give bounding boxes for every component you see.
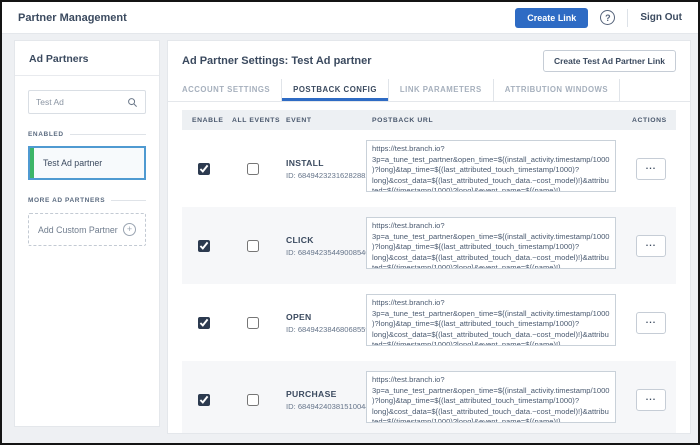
row-actions-button[interactable]: ... bbox=[636, 157, 666, 180]
table-row: OPEN ID: 684942384680685597 ... bbox=[182, 284, 676, 361]
tab-postback-config[interactable]: POSTBACK CONFIG bbox=[282, 79, 389, 101]
enabled-section-text: ENABLED bbox=[28, 131, 64, 138]
column-header-enable: ENABLE bbox=[192, 116, 224, 124]
postback-url-textarea[interactable] bbox=[366, 217, 616, 269]
sidebar-item-test-ad-partner[interactable]: Test Ad partner bbox=[28, 146, 146, 180]
settings-header: Ad Partner Settings: Test Ad partner Cre… bbox=[168, 41, 690, 79]
column-header-actions: ACTIONS bbox=[632, 116, 667, 124]
actions-cell: ... bbox=[626, 388, 676, 411]
table-row: INSTALL ID: 684942323162828825 ... bbox=[182, 130, 676, 207]
partner-settings-panel: Ad Partner Settings: Test Ad partner Cre… bbox=[167, 40, 691, 434]
partner-search-input[interactable] bbox=[36, 97, 127, 107]
all-events-cell bbox=[226, 239, 280, 252]
all-events-checkbox[interactable] bbox=[247, 239, 259, 252]
enable-cell bbox=[182, 316, 226, 329]
create-link-button[interactable]: Create Link bbox=[515, 7, 589, 28]
row-actions-button[interactable]: ... bbox=[636, 234, 666, 257]
event-name: OPEN bbox=[286, 311, 312, 322]
table-header-row: ENABLE ALL EVENTS EVENT POSTBACK URL ACT… bbox=[182, 110, 676, 130]
sign-out-link[interactable]: Sign Out bbox=[640, 12, 682, 23]
postback-table: ENABLE ALL EVENTS EVENT POSTBACK URL ACT… bbox=[168, 102, 690, 433]
sidebar-title: Ad Partners bbox=[15, 41, 159, 76]
top-bar: Partner Management Create Link ? Sign Ou… bbox=[2, 2, 698, 34]
more-partners-section-text: MORE AD PARTNERS bbox=[28, 197, 106, 204]
tab-link-parameters[interactable]: LINK PARAMETERS bbox=[389, 79, 494, 101]
postback-url-textarea[interactable] bbox=[366, 140, 616, 192]
enable-cell bbox=[182, 393, 226, 406]
plus-circle-icon: + bbox=[123, 223, 136, 236]
event-id: ID: 684942403815100446 bbox=[286, 401, 374, 411]
event-id: ID: 684942384680685597 bbox=[286, 324, 374, 334]
enable-checkbox[interactable] bbox=[198, 239, 210, 252]
table-body: INSTALL ID: 684942323162828825 ... CLICK… bbox=[182, 130, 676, 433]
enable-cell bbox=[182, 239, 226, 252]
all-events-checkbox[interactable] bbox=[247, 393, 259, 406]
page-title: Partner Management bbox=[18, 11, 127, 24]
topbar-divider bbox=[627, 8, 629, 27]
all-events-cell bbox=[226, 316, 280, 329]
postback-url-cell bbox=[366, 217, 626, 274]
postback-url-textarea[interactable] bbox=[366, 371, 616, 423]
settings-tabs: ACCOUNT SETTINGS POSTBACK CONFIG LINK PA… bbox=[168, 79, 690, 102]
create-test-partner-link-button[interactable]: Create Test Ad Partner Link bbox=[542, 50, 676, 72]
add-custom-partner-label: Add Custom Partner bbox=[38, 224, 118, 235]
postback-url-cell bbox=[366, 140, 626, 197]
event-id: ID: 684942323162828825 bbox=[286, 170, 374, 180]
enable-checkbox[interactable] bbox=[198, 162, 210, 175]
event-name: INSTALL bbox=[286, 157, 324, 168]
event-name: PURCHASE bbox=[286, 388, 337, 399]
all-events-cell bbox=[226, 393, 280, 406]
enabled-section-label: ENABLED bbox=[28, 131, 146, 138]
add-custom-partner-button[interactable]: Add Custom Partner + bbox=[28, 213, 146, 246]
actions-cell: ... bbox=[626, 157, 676, 180]
postback-url-textarea[interactable] bbox=[366, 294, 616, 346]
more-partners-section-label: MORE AD PARTNERS bbox=[28, 197, 146, 204]
section-rule bbox=[111, 200, 146, 201]
partner-search-box[interactable] bbox=[28, 90, 146, 114]
search-icon bbox=[128, 97, 137, 107]
help-icon[interactable]: ? bbox=[600, 10, 616, 25]
event-cell: OPEN ID: 684942384680685597 bbox=[280, 311, 374, 334]
tab-attribution-windows[interactable]: ATTRIBUTION WINDOWS bbox=[494, 79, 621, 101]
column-header-event: EVENT bbox=[286, 116, 312, 124]
row-actions-button[interactable]: ... bbox=[636, 311, 666, 334]
table-row: CLICK ID: 684942354490085403 ... bbox=[182, 207, 676, 284]
actions-cell: ... bbox=[626, 234, 676, 257]
all-events-cell bbox=[226, 162, 280, 175]
event-cell: PURCHASE ID: 684942403815100446 bbox=[280, 388, 374, 411]
column-header-all-events: ALL EVENTS bbox=[232, 116, 281, 124]
sidebar-body: ENABLED Test Ad partner MORE AD PARTNERS… bbox=[15, 76, 159, 260]
enable-checkbox[interactable] bbox=[198, 393, 210, 406]
enable-cell bbox=[182, 162, 226, 175]
all-events-checkbox[interactable] bbox=[247, 316, 259, 329]
event-name: CLICK bbox=[286, 234, 314, 245]
ad-partners-sidebar: Ad Partners ENABLED Test Ad partner MORE… bbox=[14, 40, 160, 427]
topbar-actions: Create Link ? Sign Out bbox=[515, 7, 682, 28]
column-header-postback-url: POSTBACK URL bbox=[372, 116, 434, 124]
postback-url-cell bbox=[366, 371, 626, 428]
section-rule bbox=[69, 134, 146, 135]
settings-title: Ad Partner Settings: Test Ad partner bbox=[182, 55, 372, 67]
event-cell: CLICK ID: 684942354490085403 bbox=[280, 234, 374, 257]
enable-checkbox[interactable] bbox=[198, 316, 210, 329]
actions-cell: ... bbox=[626, 311, 676, 334]
event-id: ID: 684942354490085403 bbox=[286, 247, 374, 257]
page-body: Ad Partners ENABLED Test Ad partner MORE… bbox=[2, 34, 698, 443]
postback-url-cell bbox=[366, 294, 626, 351]
tab-account-settings[interactable]: ACCOUNT SETTINGS bbox=[182, 79, 283, 101]
all-events-checkbox[interactable] bbox=[247, 162, 259, 175]
event-cell: INSTALL ID: 684942323162828825 bbox=[280, 157, 374, 180]
row-actions-button[interactable]: ... bbox=[636, 388, 666, 411]
table-row: PURCHASE ID: 684942403815100446 ... bbox=[182, 361, 676, 433]
